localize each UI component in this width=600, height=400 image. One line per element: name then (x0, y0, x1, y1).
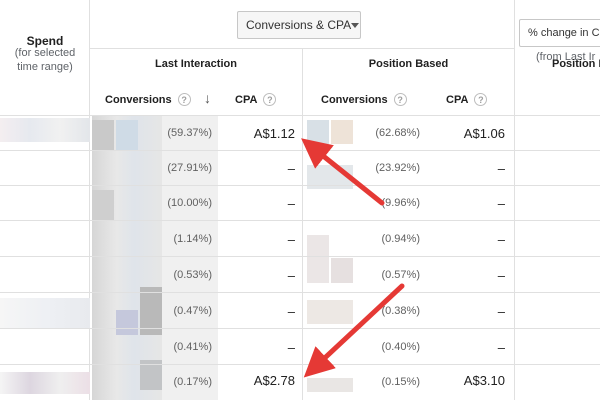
col-header-label: CPA (446, 93, 469, 106)
li-cpa-value: – (287, 161, 295, 176)
table-row: (1.14%) – (0.94%) – (0, 222, 600, 257)
col-header-pb-conversions[interactable]: Conversions ? (321, 93, 407, 106)
pb-conversion-share: (0.94%) (381, 233, 420, 245)
pb-cpa-value: – (497, 161, 505, 176)
row-divider (0, 150, 600, 151)
pb-conversion-share: (62.68%) (375, 127, 420, 139)
divider (0, 115, 600, 116)
table-row: (27.91%) – (23.92%) – (0, 151, 600, 186)
spend-header: Spend (26, 34, 64, 48)
spend-subtitle-line2: time range) (17, 61, 73, 73)
li-conversion-share: (27.91%) (167, 162, 212, 174)
redacted-area (0, 372, 90, 394)
col-header-label: Conversions (321, 93, 388, 106)
li-cpa-value: – (287, 268, 295, 283)
divider (89, 48, 514, 49)
spend-subtitle: (for selected time range) (0, 46, 90, 74)
redacted-area (307, 378, 353, 392)
row-divider (0, 220, 600, 221)
divider (514, 0, 515, 400)
li-conversion-share: (0.41%) (173, 341, 212, 353)
pb-conversion-share: (0.15%) (381, 376, 420, 388)
table-row: (59.37%) A$1.12 (62.68%) A$1.06 (0, 116, 600, 151)
li-cpa-value: A$2.78 (253, 373, 295, 388)
redacted-area (307, 235, 329, 283)
divider (302, 48, 303, 400)
col-header-label: Conversions (105, 93, 172, 106)
model-header-position-based-partial: Position B (552, 58, 600, 70)
model-header-last-interaction: Last Interaction (155, 58, 237, 70)
li-conversion-share: (0.17%) (173, 376, 212, 388)
redacted-area (0, 118, 90, 142)
pb-conversion-share: (9.96%) (381, 197, 420, 209)
redacted-area (140, 360, 162, 390)
pb-cpa-value: – (497, 196, 505, 211)
row-divider (0, 256, 600, 257)
sort-descending-icon[interactable]: ↓ (204, 90, 211, 106)
pb-cpa-value: A$1.06 (463, 126, 505, 141)
table-row: (0.47%) – (0.38%) – (0, 294, 600, 329)
metric-dropdown-label: Conversions & CPA (246, 18, 352, 32)
change-comparison-select[interactable]: % change in Co (519, 19, 600, 47)
pb-cpa-value: – (497, 304, 505, 319)
help-icon[interactable]: ? (263, 93, 277, 106)
pb-cpa-value: A$3.10 (463, 373, 505, 388)
col-header-pb-cpa[interactable]: CPA ? (446, 93, 488, 106)
li-cpa-value: – (287, 340, 295, 355)
redacted-area (140, 287, 162, 335)
li-cpa-value: – (287, 232, 295, 247)
metric-dropdown[interactable]: Conversions & CPA (237, 11, 361, 39)
table-row: (0.53%) – (0.57%) – (0, 258, 600, 293)
li-conversion-share: (10.00%) (167, 197, 212, 209)
pb-conversion-share: (0.40%) (381, 341, 420, 353)
col-header-li-cpa[interactable]: CPA ? (235, 93, 277, 106)
spend-subtitle-line1: (for selected (14, 47, 76, 59)
li-conversion-share: (59.37%) (167, 127, 212, 139)
table-row: (0.41%) – (0.40%) – (0, 330, 600, 365)
pb-conversion-share: (0.57%) (381, 269, 420, 281)
help-icon[interactable]: ? (393, 93, 407, 106)
table-row: (10.00%) – (9.96%) – (0, 186, 600, 221)
pb-cpa-value: – (497, 268, 505, 283)
row-divider (0, 328, 600, 329)
caret-down-icon (351, 22, 360, 28)
help-icon[interactable]: ? (177, 93, 191, 106)
redacted-area (92, 190, 114, 220)
change-comparison-subtitle: (from Last Ir (536, 51, 596, 63)
redacted-area (92, 116, 162, 400)
help-icon[interactable]: ? (474, 93, 488, 106)
divider (89, 0, 90, 400)
annotation-arrow-top (301, 138, 385, 206)
pb-conversion-share: (23.92%) (375, 162, 420, 174)
redacted-area (0, 298, 90, 328)
redacted-area (331, 120, 353, 144)
model-header-position-based: Position Based (368, 58, 449, 70)
row-divider (0, 364, 600, 365)
redacted-area (92, 120, 114, 150)
li-conversion-share: (0.47%) (173, 305, 212, 317)
table-row: (0.17%) A$2.78 (0.15%) A$3.10 (0, 365, 600, 400)
annotation-arrow-bottom (303, 283, 405, 378)
row-divider (0, 292, 600, 293)
pb-cpa-value: – (497, 340, 505, 355)
li-cpa-value: – (287, 196, 295, 211)
row-divider (0, 185, 600, 186)
col-header-label: CPA (235, 93, 258, 106)
pb-conversion-share: (0.38%) (381, 305, 420, 317)
redacted-area (307, 300, 353, 324)
li-conversion-share: (0.53%) (173, 269, 212, 281)
li-cpa-value: – (287, 304, 295, 319)
redacted-area (307, 120, 329, 144)
redacted-area (331, 258, 353, 283)
pb-cpa-value: – (497, 232, 505, 247)
col-header-li-conversions[interactable]: Conversions ? (105, 93, 191, 106)
li-cpa-value: A$1.12 (253, 126, 295, 141)
redacted-area (116, 120, 138, 150)
redacted-area (162, 116, 218, 400)
li-conversion-share: (1.14%) (173, 233, 212, 245)
